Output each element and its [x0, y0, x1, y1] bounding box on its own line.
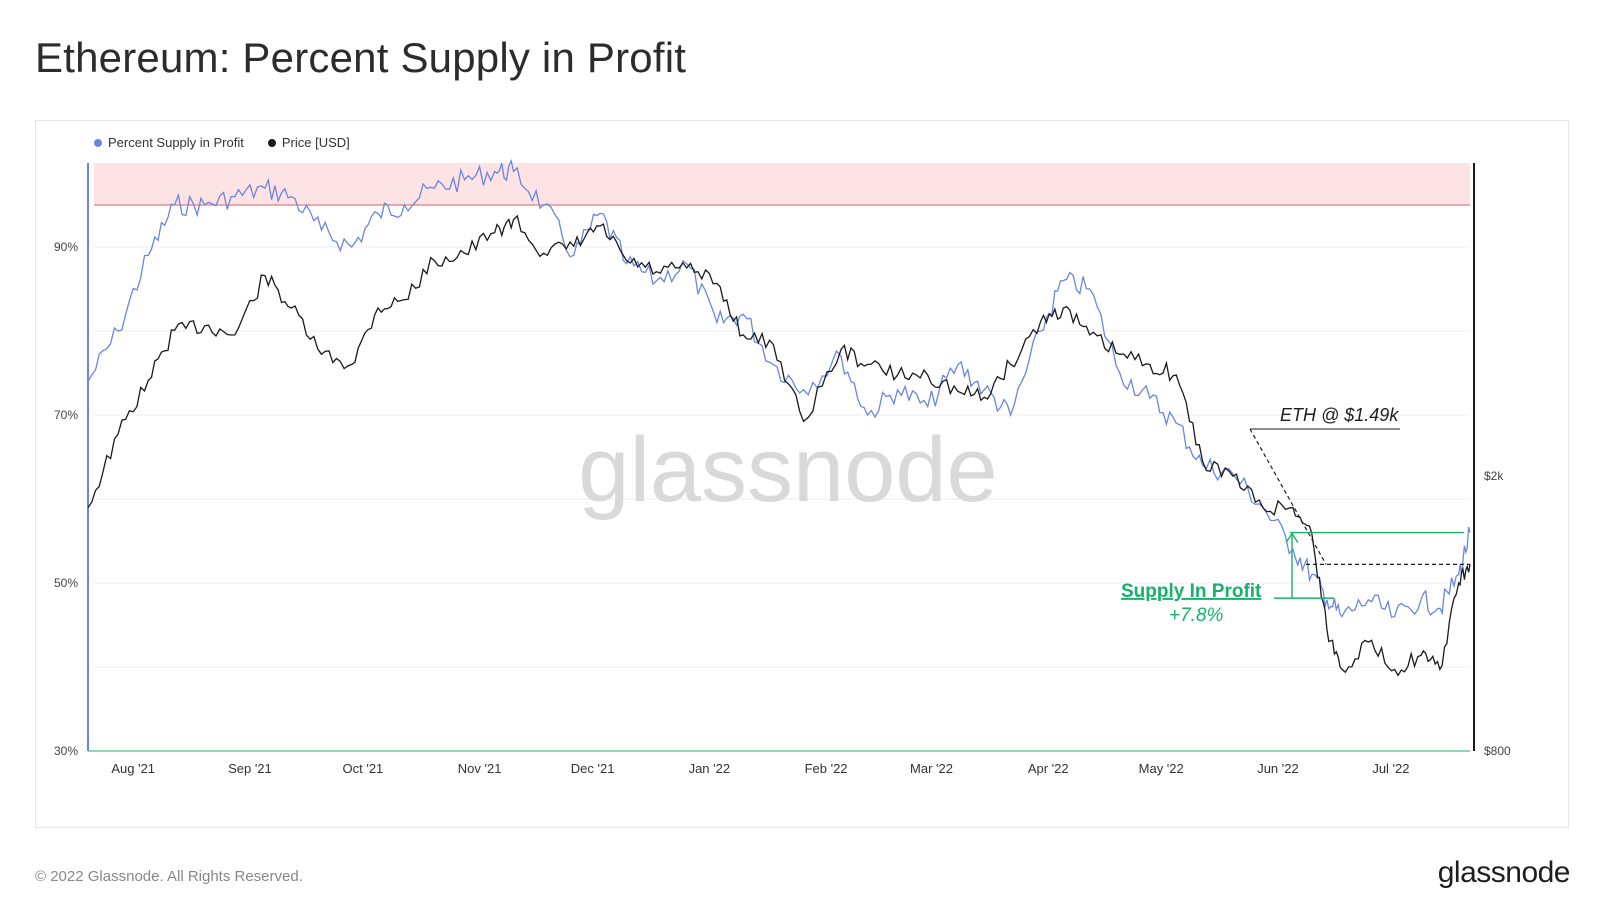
left-tick-label: 70% [54, 408, 78, 422]
x-tick-label: Mar '22 [910, 761, 953, 776]
left-axis-ticks: 90% 70% 50% 30% [54, 240, 78, 758]
x-tick-label: Jul '22 [1372, 761, 1409, 776]
supply-in-profit-change: +7.8% [1169, 605, 1224, 626]
supply-change-arrowhead [1285, 532, 1299, 543]
brand-logo[interactable]: glassnode [1437, 856, 1571, 889]
right-axis-ticks: $2k $800 [1484, 469, 1511, 758]
copyright-footer: © 2022 Glassnode. All Rights Reserved. [35, 868, 303, 885]
page-title: Ethereum: Percent Supply in Profit [35, 34, 687, 81]
x-tick-label: Aug '21 [111, 761, 155, 776]
axes [87, 163, 1475, 752]
annotations: ETH @ $1.49k Supply In Profit +7.8% [1121, 405, 1470, 626]
chart-panel: glassnode Aug '21 Sep '21 Oct '21 Nov '21 De… [35, 120, 1569, 828]
x-tick-label: May '22 [1139, 761, 1184, 776]
series-line-supply [87, 158, 1471, 618]
right-tick-label: $800 [1484, 744, 1511, 758]
x-tick-label: Apr '22 [1028, 761, 1069, 776]
x-tick-label: Nov '21 [458, 761, 502, 776]
x-tick-label: Oct '21 [343, 761, 384, 776]
chart-legend: Percent Supply in Profit Price [USD] [94, 135, 350, 150]
eth-annotation-pointer [1249, 428, 1327, 565]
right-tick-label: $2k [1484, 469, 1504, 483]
eth-price-annotation: ETH @ $1.49k [1280, 405, 1399, 425]
left-tick-label: 90% [54, 240, 78, 254]
watermark: glassnode [578, 419, 997, 521]
supply-in-profit-annotation: Supply In Profit [1121, 581, 1262, 602]
chart-svg: glassnode Aug '21 Sep '21 Oct '21 Nov '21 De… [54, 158, 1511, 776]
x-tick-label: Feb '22 [805, 761, 848, 776]
x-tick-label: Dec '21 [571, 761, 615, 776]
legend-label-supply: Percent Supply in Profit [108, 135, 244, 150]
overbought-band [94, 163, 1470, 205]
legend-item-supply[interactable]: Percent Supply in Profit [94, 135, 244, 150]
left-tick-label: 30% [54, 744, 78, 758]
legend-label-price: Price [USD] [281, 135, 350, 150]
x-tick-label: Jan '22 [689, 761, 731, 776]
x-axis-ticks: Aug '21 Sep '21 Oct '21 Nov '21 Dec '21 Jan '… [111, 761, 1409, 776]
legend-dot-price [267, 138, 276, 147]
x-tick-label: Jun '22 [1257, 761, 1299, 776]
left-tick-label: 50% [54, 576, 78, 590]
x-tick-label: Sep '21 [228, 761, 272, 776]
legend-dot-supply [94, 138, 102, 147]
legend-item-price[interactable]: Price [USD] [267, 135, 350, 150]
